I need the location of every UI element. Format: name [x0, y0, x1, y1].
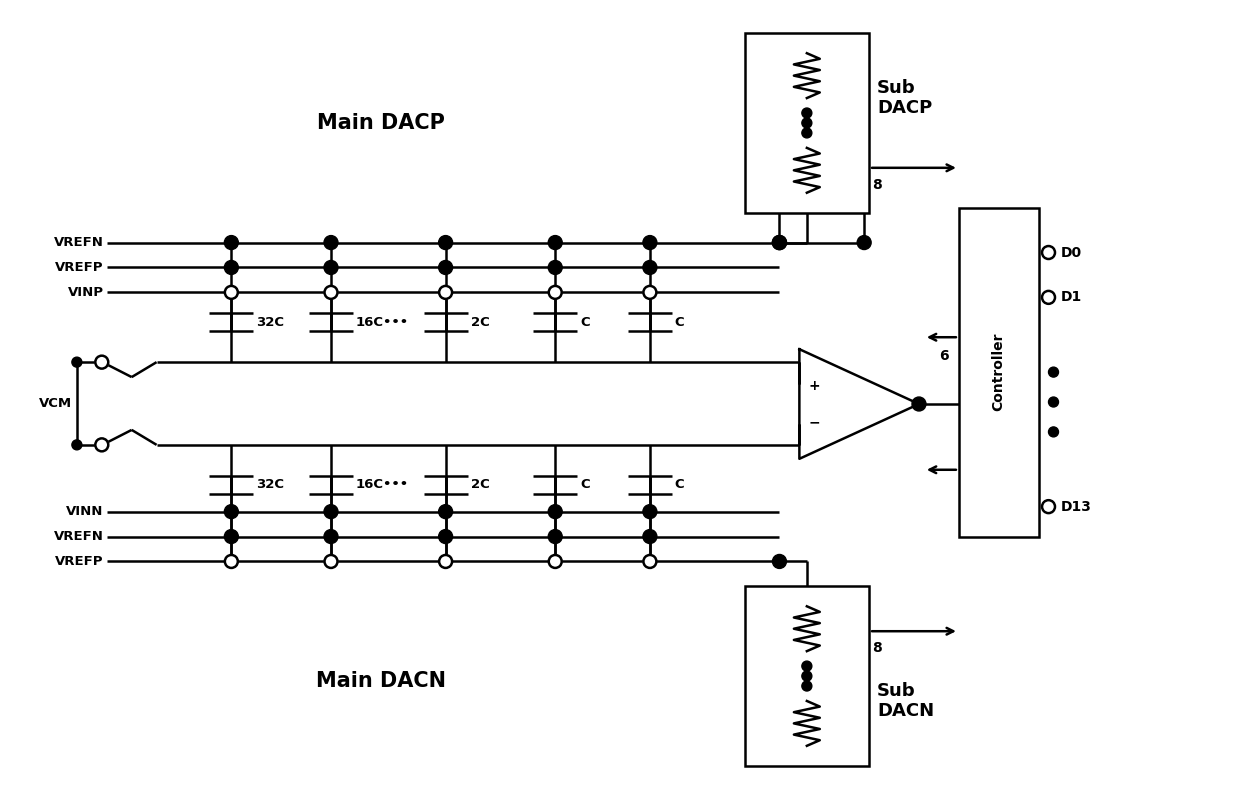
Circle shape	[644, 555, 656, 568]
Text: VREFP: VREFP	[56, 555, 104, 568]
Bar	[959, 207, 1039, 537]
Text: D0: D0	[1060, 245, 1081, 260]
Circle shape	[72, 440, 82, 449]
Circle shape	[439, 555, 453, 568]
Circle shape	[548, 529, 562, 544]
Text: VREFP: VREFP	[56, 261, 104, 274]
Text: 32C: 32C	[257, 479, 284, 491]
Circle shape	[802, 108, 812, 118]
Circle shape	[548, 504, 562, 519]
Circle shape	[324, 236, 339, 249]
Circle shape	[1049, 367, 1059, 377]
Circle shape	[224, 529, 238, 544]
Circle shape	[642, 261, 657, 274]
Text: D1: D1	[1060, 291, 1081, 304]
Text: C: C	[580, 316, 590, 328]
Text: C: C	[580, 479, 590, 491]
Text: VCM: VCM	[38, 397, 72, 410]
Text: 16C•••: 16C•••	[356, 479, 409, 491]
Circle shape	[224, 261, 238, 274]
Circle shape	[439, 236, 453, 249]
Text: D13: D13	[1060, 500, 1091, 513]
Circle shape	[1042, 246, 1055, 259]
Text: 2C: 2C	[470, 479, 490, 491]
Circle shape	[773, 236, 786, 249]
Circle shape	[325, 286, 337, 299]
Circle shape	[802, 681, 812, 691]
Circle shape	[324, 261, 339, 274]
Text: Controller: Controller	[992, 332, 1006, 412]
Circle shape	[72, 358, 82, 367]
Text: −: −	[808, 415, 820, 429]
Circle shape	[773, 236, 786, 249]
Bar	[744, 33, 869, 213]
Text: VINN: VINN	[67, 505, 104, 518]
Circle shape	[549, 286, 562, 299]
Circle shape	[642, 504, 657, 519]
Text: C: C	[675, 316, 684, 328]
Circle shape	[802, 118, 812, 128]
Text: Main DACN: Main DACN	[316, 671, 446, 691]
Text: +: +	[808, 379, 820, 393]
Circle shape	[324, 504, 339, 519]
Circle shape	[224, 236, 238, 249]
Circle shape	[95, 356, 108, 369]
Circle shape	[439, 286, 453, 299]
Text: VREFN: VREFN	[53, 530, 104, 543]
Circle shape	[1042, 291, 1055, 304]
Circle shape	[95, 438, 108, 451]
Circle shape	[773, 554, 786, 568]
Circle shape	[548, 261, 562, 274]
Text: Sub
DACN: Sub DACN	[877, 682, 934, 721]
Text: Sub
DACP: Sub DACP	[877, 78, 932, 118]
Circle shape	[642, 236, 657, 249]
Bar	[744, 587, 869, 766]
Circle shape	[325, 555, 337, 568]
Text: VINP: VINP	[68, 286, 104, 299]
Text: 2C: 2C	[470, 316, 490, 328]
Circle shape	[548, 236, 562, 249]
Circle shape	[549, 555, 562, 568]
Circle shape	[224, 555, 238, 568]
Text: 8: 8	[872, 642, 882, 655]
Text: C: C	[675, 479, 684, 491]
Circle shape	[224, 504, 238, 519]
Text: 8: 8	[872, 178, 882, 192]
Circle shape	[644, 286, 656, 299]
Circle shape	[1049, 397, 1059, 407]
Circle shape	[911, 397, 926, 411]
Circle shape	[439, 529, 453, 544]
Circle shape	[324, 529, 339, 544]
Circle shape	[802, 671, 812, 681]
Circle shape	[802, 128, 812, 138]
Circle shape	[1049, 427, 1059, 437]
Circle shape	[802, 661, 812, 671]
Circle shape	[773, 236, 786, 249]
Text: Main DACP: Main DACP	[317, 113, 445, 133]
Circle shape	[642, 529, 657, 544]
Text: 6: 6	[939, 349, 949, 363]
Circle shape	[1042, 500, 1055, 513]
Text: VREFN: VREFN	[53, 236, 104, 249]
Text: 16C•••: 16C•••	[356, 316, 409, 328]
Circle shape	[857, 236, 872, 249]
Circle shape	[439, 504, 453, 519]
Circle shape	[439, 261, 453, 274]
Circle shape	[224, 286, 238, 299]
Text: 32C: 32C	[257, 316, 284, 328]
